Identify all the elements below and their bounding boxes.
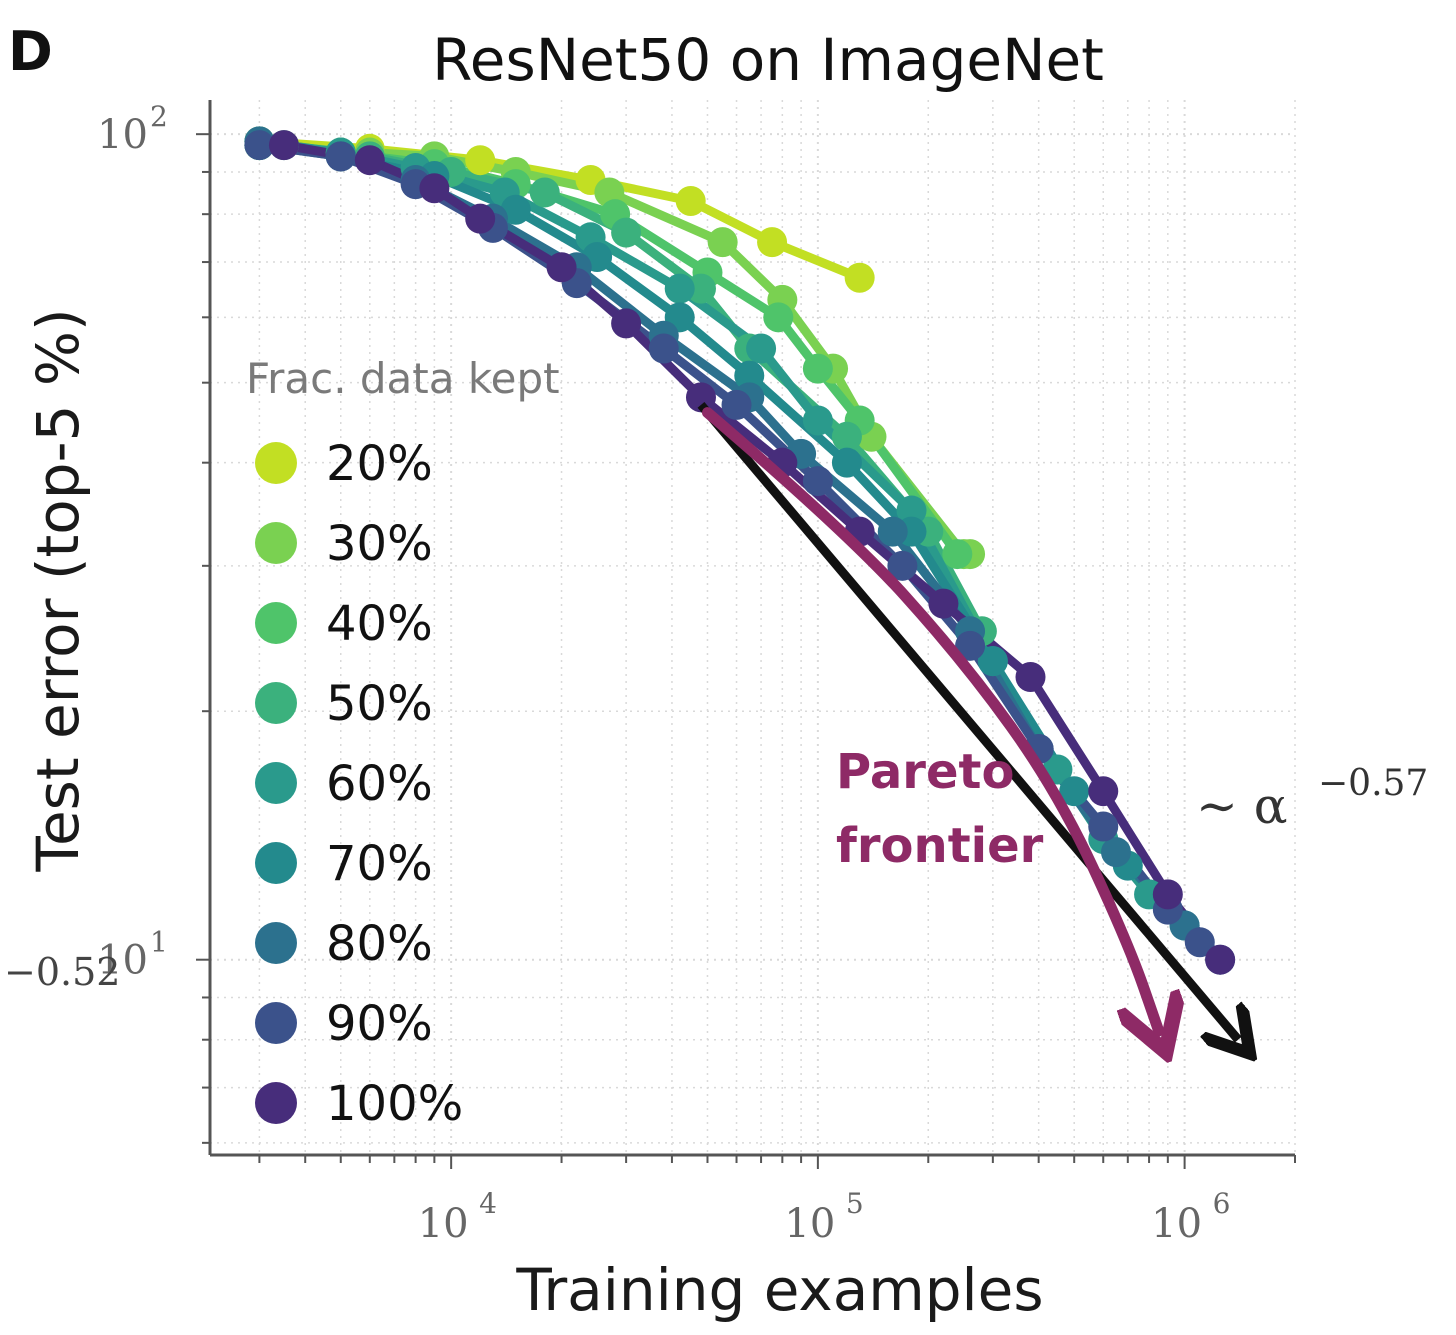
overlay-layer bbox=[697, 401, 1238, 1040]
x-tick-label: 10 bbox=[784, 1201, 835, 1247]
data-point-100% bbox=[1088, 776, 1119, 807]
x-tick-exponent: 5 bbox=[846, 1187, 864, 1220]
legend-marker-50% bbox=[255, 682, 297, 724]
data-point-60% bbox=[802, 405, 833, 436]
data-point-70% bbox=[977, 646, 1008, 677]
data-point-90% bbox=[244, 130, 275, 161]
data-point-100% bbox=[685, 382, 716, 413]
legend-marker-90% bbox=[255, 1002, 297, 1044]
x-tick-exponent: 4 bbox=[479, 1187, 497, 1220]
legend-marker-30% bbox=[255, 522, 297, 564]
pareto-label-line-2: frontier bbox=[836, 818, 1044, 874]
data-point-30% bbox=[707, 227, 738, 258]
data-point-50% bbox=[831, 421, 862, 452]
power-law-arrow bbox=[697, 401, 1238, 1040]
x-tick-label: 10 bbox=[418, 1201, 469, 1247]
legend-label-90%: 90% bbox=[326, 996, 433, 1052]
data-point-70% bbox=[500, 194, 531, 225]
legend-label-60%: 60% bbox=[326, 756, 433, 812]
data-point-90% bbox=[1184, 927, 1215, 958]
legend-label-80%: 80% bbox=[326, 916, 433, 972]
legend-marker-20% bbox=[255, 442, 297, 484]
data-point-90% bbox=[955, 630, 986, 661]
data-point-80% bbox=[877, 516, 908, 547]
data-point-70% bbox=[734, 360, 765, 391]
data-point-50% bbox=[685, 273, 716, 304]
legend-label-30%: 30% bbox=[326, 516, 433, 572]
series-layer bbox=[244, 126, 1236, 975]
data-point-100% bbox=[1015, 662, 1046, 693]
data-point-70% bbox=[1059, 776, 1090, 807]
legend-marker-70% bbox=[255, 842, 297, 884]
x-axis-title: Training examples bbox=[515, 1256, 1043, 1324]
data-point-90% bbox=[325, 141, 356, 172]
data-point-20% bbox=[844, 262, 875, 293]
data-point-60% bbox=[664, 273, 695, 304]
data-point-100% bbox=[1205, 944, 1236, 975]
y-axis-title: Test error (top-5 %) bbox=[24, 308, 92, 872]
x-tick-label: 10 bbox=[1151, 1201, 1202, 1247]
data-point-100% bbox=[1152, 879, 1183, 910]
legend-label-50%: 50% bbox=[326, 676, 433, 732]
power-law-label: ∼ α bbox=[1196, 777, 1288, 835]
legend-label-20%: 20% bbox=[326, 436, 433, 492]
data-point-90% bbox=[1088, 811, 1119, 842]
y-tick-label: 10 bbox=[97, 938, 148, 984]
panel-letter: D bbox=[8, 20, 53, 83]
x-tick-exponent: 6 bbox=[1213, 1187, 1231, 1220]
data-point-40% bbox=[763, 302, 794, 333]
side-exponent-label: −0.52 bbox=[4, 950, 120, 994]
power-law-exponent: −0.57 bbox=[1318, 763, 1428, 804]
legend-marker-40% bbox=[255, 602, 297, 644]
data-point-90% bbox=[721, 389, 752, 420]
axes-layer: 10 4 10 5 10 610 210 1 bbox=[97, 100, 1296, 1247]
data-point-80% bbox=[1100, 837, 1131, 868]
y-tick-label: 10 bbox=[97, 112, 148, 158]
data-point-20% bbox=[757, 227, 788, 258]
data-point-100% bbox=[465, 203, 496, 234]
legend-marker-60% bbox=[255, 762, 297, 804]
data-point-90% bbox=[648, 333, 679, 364]
legend: Frac. data kept 20% 30% 40% 50% 60% 70% 80% 90%… bbox=[246, 354, 560, 1132]
data-point-50% bbox=[529, 177, 560, 208]
data-point-100% bbox=[928, 588, 959, 619]
pareto-frontier-arrow bbox=[702, 407, 1159, 1031]
chart-title: ResNet50 on ImageNet bbox=[432, 26, 1104, 94]
y-tick-exponent: 1 bbox=[150, 926, 168, 959]
power-law-symbol: ∼ α bbox=[1196, 777, 1288, 835]
data-point-40% bbox=[802, 353, 833, 384]
data-point-40% bbox=[942, 539, 973, 570]
legend-label-40%: 40% bbox=[326, 596, 433, 652]
data-point-50% bbox=[611, 217, 642, 248]
y-tick-exponent: 2 bbox=[150, 100, 168, 133]
legend-marker-80% bbox=[255, 922, 297, 964]
data-point-100% bbox=[268, 130, 299, 161]
legend-label-100%: 100% bbox=[326, 1076, 463, 1132]
data-point-100% bbox=[419, 173, 450, 204]
data-point-20% bbox=[465, 145, 496, 176]
data-point-60% bbox=[746, 333, 777, 364]
data-point-90% bbox=[802, 466, 833, 497]
data-point-20% bbox=[675, 185, 706, 216]
data-point-90% bbox=[887, 550, 918, 581]
data-point-100% bbox=[354, 145, 385, 176]
pareto-label-line-1: Pareto bbox=[836, 744, 1014, 800]
data-point-70% bbox=[831, 447, 862, 478]
legend-title: Frac. data kept bbox=[246, 354, 560, 403]
legend-label-70%: 70% bbox=[326, 836, 433, 892]
legend-marker-100% bbox=[255, 1082, 297, 1124]
data-point-100% bbox=[546, 252, 577, 283]
data-point-100% bbox=[611, 308, 642, 339]
data-point-60% bbox=[896, 495, 927, 526]
